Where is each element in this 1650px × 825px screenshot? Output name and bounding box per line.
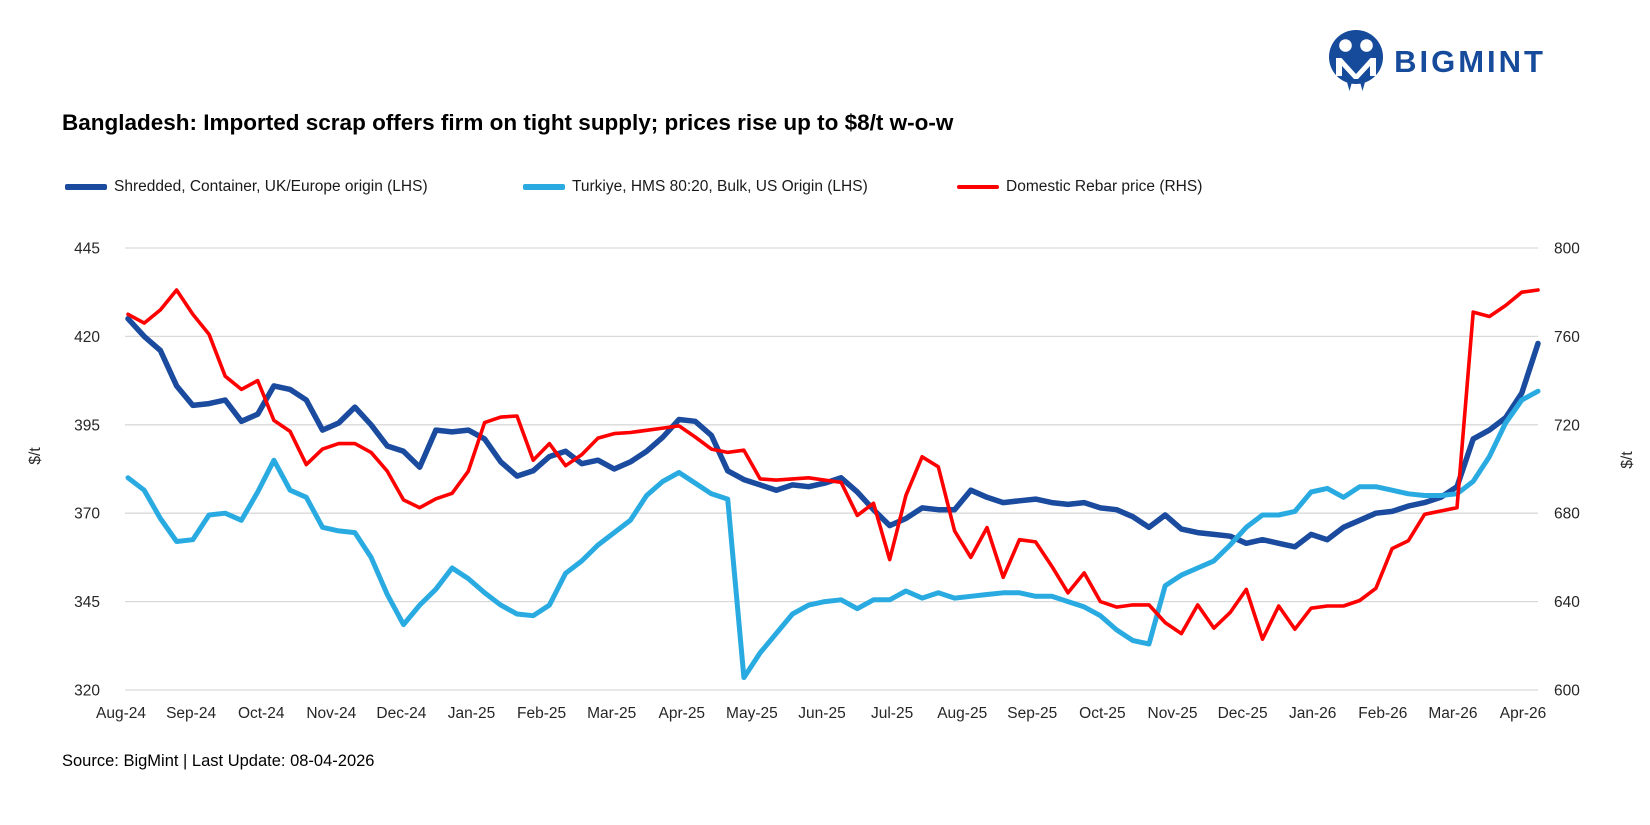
series-line-turkiye <box>125 388 1541 681</box>
left-axis-ticks: 445 420 395 370 345 320 <box>74 241 100 700</box>
x-axis-tick: Sep-25 <box>1007 705 1057 722</box>
x-axis-tick: Jun-25 <box>798 705 845 722</box>
right-axis-tick: 600 <box>1554 683 1580 700</box>
chart-title: Bangladesh: Imported scrap offers firm o… <box>62 110 954 135</box>
right-axis-tick: 680 <box>1554 506 1580 523</box>
series-lines <box>125 288 1541 681</box>
bigmint-logo-text: BIGMINT <box>1394 44 1546 79</box>
right-axis-tick: 640 <box>1554 594 1580 611</box>
x-axis-tick: Nov-24 <box>306 705 356 722</box>
right-axis-tick: 760 <box>1554 329 1580 346</box>
series-line-rebar <box>126 288 1540 642</box>
x-axis-tick: Feb-26 <box>1358 705 1407 722</box>
legend-label-rebar: Domestic Rebar price (RHS) <box>1006 178 1203 195</box>
legend-item-rebar: Domestic Rebar price (RHS) <box>957 176 1202 198</box>
right-axis-title: $/t <box>1619 451 1636 469</box>
x-axis-tick: Mar-25 <box>587 705 636 722</box>
left-axis-tick: 395 <box>74 417 100 434</box>
left-axis-title: $/t <box>27 447 44 465</box>
right-axis-ticks: 800 760 720 680 640 600 <box>1554 241 1580 700</box>
left-axis-tick: 320 <box>74 683 100 700</box>
legend-item-shredded: Shredded, Container, UK/Europe origin (L… <box>65 176 428 198</box>
legend-item-turkiye: Turkiye, HMS 80:20, Bulk, US Origin (LHS… <box>523 176 868 198</box>
left-axis-tick: 445 <box>74 241 100 258</box>
bigmint-logo: BIGMINT <box>1328 30 1546 94</box>
legend-swatch-shredded <box>65 184 107 190</box>
x-axis-tick: Aug-25 <box>937 705 987 722</box>
x-axis-tick: Aug-24 <box>96 705 146 722</box>
x-axis-ticks: Aug-24 Sep-24 Oct-24 Nov-24 Dec-24 Jan-25 Feb-… <box>96 705 1546 722</box>
legend-swatch-rebar <box>957 185 999 189</box>
x-axis-tick: Jul-25 <box>871 705 913 722</box>
x-axis-tick: Sep-24 <box>166 705 216 722</box>
x-axis-tick: Apr-26 <box>1500 705 1547 722</box>
x-axis-tick: Oct-25 <box>1079 705 1126 722</box>
right-axis-tick: 720 <box>1554 417 1580 434</box>
bigmint-logo-icon <box>1329 30 1384 91</box>
chart-legend: Shredded, Container, UK/Europe origin (L… <box>0 176 1650 198</box>
source-note: Source: BigMint | Last Update: 08-04-202… <box>62 752 375 770</box>
x-axis-tick: Mar-26 <box>1428 705 1477 722</box>
left-axis-tick: 370 <box>74 506 100 523</box>
x-axis-tick: May-25 <box>726 705 778 722</box>
x-axis-tick: Apr-25 <box>659 705 706 722</box>
right-axis-tick: 800 <box>1554 241 1580 258</box>
legend-swatch-turkiye <box>523 184 565 190</box>
x-axis-tick: Jan-25 <box>448 705 495 722</box>
gridlines <box>125 247 1538 691</box>
x-axis-tick: Jan-26 <box>1289 705 1336 722</box>
x-axis-tick: Dec-25 <box>1218 705 1268 722</box>
x-axis-tick: Nov-25 <box>1148 705 1198 722</box>
x-axis-tick: Dec-24 <box>376 705 426 722</box>
left-axis-tick: 420 <box>74 329 100 346</box>
left-axis-tick: 345 <box>74 594 100 611</box>
legend-label-shredded: Shredded, Container, UK/Europe origin (L… <box>114 178 428 195</box>
x-axis-tick: Oct-24 <box>238 705 285 722</box>
legend-label-turkiye: Turkiye, HMS 80:20, Bulk, US Origin (LHS… <box>572 178 868 195</box>
x-axis-tick: Feb-25 <box>517 705 566 722</box>
